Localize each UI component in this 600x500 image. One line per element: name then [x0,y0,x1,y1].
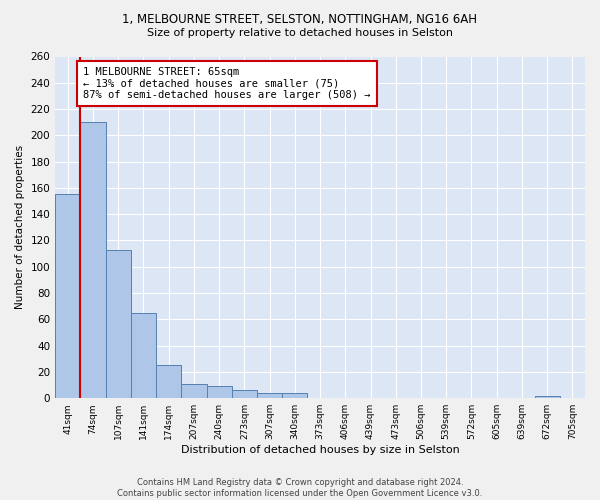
Text: Contains HM Land Registry data © Crown copyright and database right 2024.
Contai: Contains HM Land Registry data © Crown c… [118,478,482,498]
Bar [206,386,232,398]
Bar [55,194,80,398]
Bar [181,384,206,398]
Bar [535,396,560,398]
Bar [282,393,307,398]
Y-axis label: Number of detached properties: Number of detached properties [15,146,25,310]
Bar [131,313,156,398]
Bar [257,393,282,398]
Bar [80,122,106,398]
Text: 1, MELBOURNE STREET, SELSTON, NOTTINGHAM, NG16 6AH: 1, MELBOURNE STREET, SELSTON, NOTTINGHAM… [122,12,478,26]
X-axis label: Distribution of detached houses by size in Selston: Distribution of detached houses by size … [181,445,460,455]
Text: Size of property relative to detached houses in Selston: Size of property relative to detached ho… [147,28,453,38]
Bar [156,366,181,398]
Bar [232,390,257,398]
Bar [106,250,131,398]
Text: 1 MELBOURNE STREET: 65sqm
← 13% of detached houses are smaller (75)
87% of semi-: 1 MELBOURNE STREET: 65sqm ← 13% of detac… [83,67,371,100]
